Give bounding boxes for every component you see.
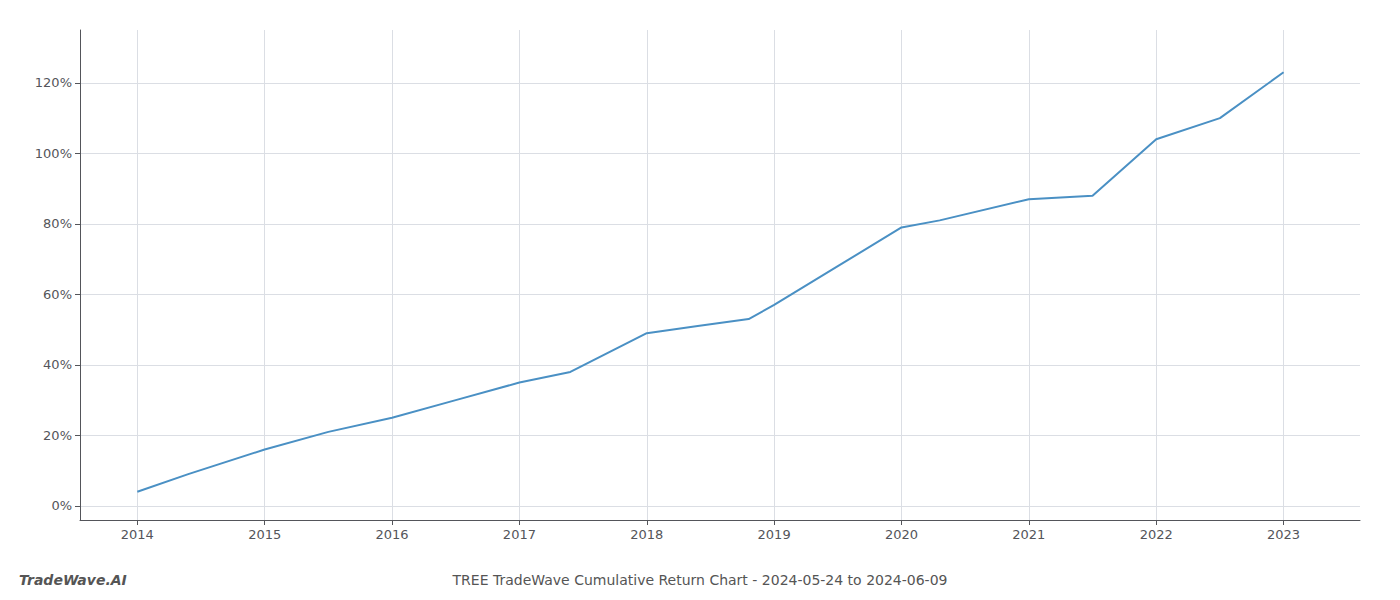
- svg-text:2015: 2015: [248, 527, 281, 542]
- svg-text:60%: 60%: [43, 287, 72, 302]
- svg-text:TradeWave.AI: TradeWave.AI: [19, 572, 127, 588]
- svg-text:2021: 2021: [1012, 527, 1045, 542]
- svg-text:2016: 2016: [375, 527, 408, 542]
- svg-text:120%: 120%: [35, 75, 72, 90]
- svg-text:0%: 0%: [51, 498, 72, 513]
- svg-text:20%: 20%: [43, 428, 72, 443]
- svg-text:2017: 2017: [503, 527, 536, 542]
- svg-text:TREE TradeWave Cumulative Retu: TREE TradeWave Cumulative Return Chart -…: [452, 572, 948, 588]
- svg-text:100%: 100%: [35, 146, 72, 161]
- svg-text:80%: 80%: [43, 216, 72, 231]
- svg-text:2020: 2020: [885, 527, 918, 542]
- svg-text:2019: 2019: [758, 527, 791, 542]
- svg-text:2022: 2022: [1140, 527, 1173, 542]
- svg-text:2023: 2023: [1267, 527, 1300, 542]
- svg-text:2018: 2018: [630, 527, 663, 542]
- svg-text:40%: 40%: [43, 357, 72, 372]
- svg-text:2014: 2014: [121, 527, 154, 542]
